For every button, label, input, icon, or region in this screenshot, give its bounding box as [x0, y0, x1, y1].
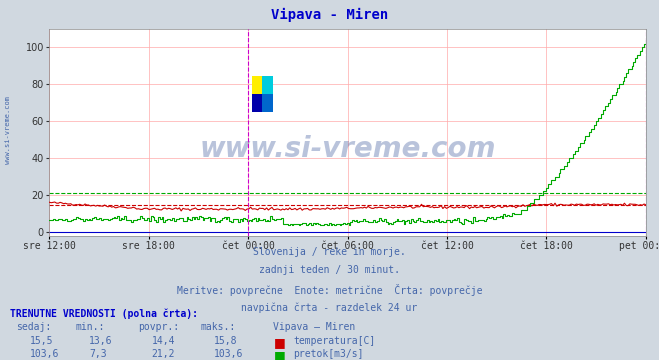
Text: ■: ■: [273, 336, 285, 349]
Text: 7,3: 7,3: [89, 349, 107, 359]
Text: maks.:: maks.:: [201, 322, 236, 332]
Bar: [252, 76, 262, 94]
Text: zadnji teden / 30 minut.: zadnji teden / 30 minut.: [259, 265, 400, 275]
Text: Slovenija / reke in morje.: Slovenija / reke in morje.: [253, 247, 406, 257]
Text: 103,6: 103,6: [30, 349, 59, 359]
Text: Vipava - Miren: Vipava - Miren: [271, 8, 388, 22]
Text: www.si-vreme.com: www.si-vreme.com: [200, 135, 496, 163]
Bar: [252, 94, 262, 112]
Text: 21,2: 21,2: [152, 349, 175, 359]
Text: TRENUTNE VREDNOSTI (polna črta):: TRENUTNE VREDNOSTI (polna črta):: [10, 309, 198, 319]
Text: Meritve: povprečne  Enote: metrične  Črta: povprečje: Meritve: povprečne Enote: metrične Črta:…: [177, 284, 482, 296]
Text: min.:: min.:: [76, 322, 105, 332]
Text: 15,8: 15,8: [214, 336, 238, 346]
Text: www.si-vreme.com: www.si-vreme.com: [5, 96, 11, 163]
Text: 13,6: 13,6: [89, 336, 113, 346]
Text: 15,5: 15,5: [30, 336, 53, 346]
Bar: [262, 94, 273, 112]
Text: 103,6: 103,6: [214, 349, 244, 359]
Text: 14,4: 14,4: [152, 336, 175, 346]
Text: Vipava – Miren: Vipava – Miren: [273, 322, 356, 332]
Text: pretok[m3/s]: pretok[m3/s]: [293, 349, 364, 359]
Text: ■: ■: [273, 349, 285, 360]
Bar: [262, 76, 273, 94]
Text: povpr.:: povpr.:: [138, 322, 179, 332]
Text: sedaj:: sedaj:: [16, 322, 51, 332]
Text: navpična črta - razdelek 24 ur: navpična črta - razdelek 24 ur: [241, 303, 418, 313]
Text: temperatura[C]: temperatura[C]: [293, 336, 376, 346]
